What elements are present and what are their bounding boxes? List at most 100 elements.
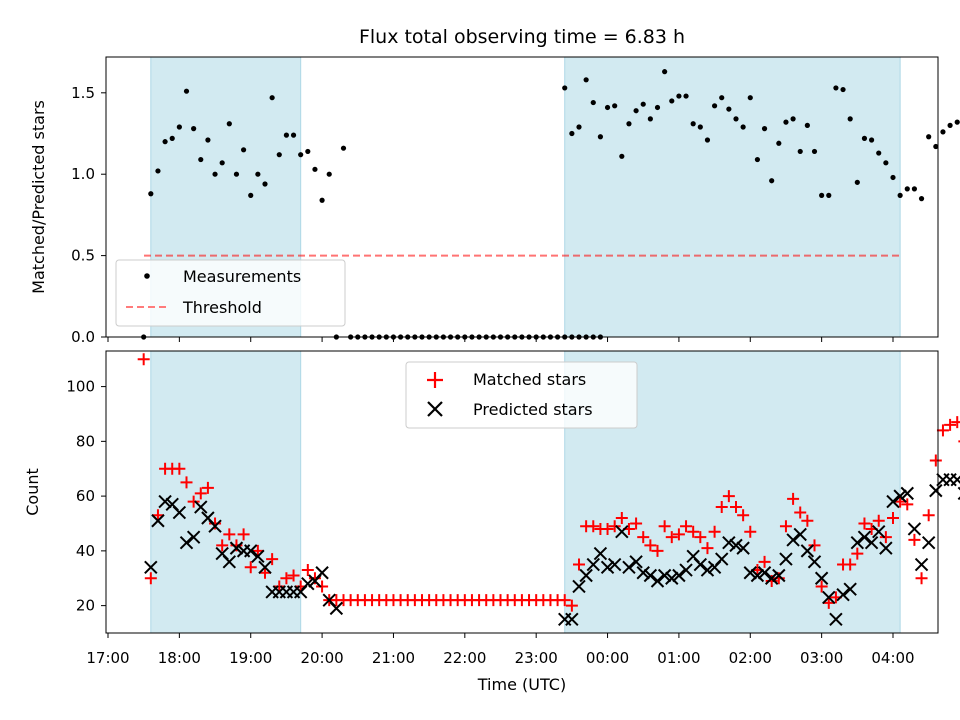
predicted-point <box>643 568 658 583</box>
matched-point <box>944 418 957 431</box>
matched-point <box>915 572 928 585</box>
measurement-point <box>590 99 596 106</box>
measurement-point <box>298 152 304 158</box>
matched-point <box>637 531 650 544</box>
measurement-point <box>219 160 225 166</box>
matched-point <box>701 542 714 555</box>
measurement-point <box>868 137 875 143</box>
measurement-point <box>248 192 254 198</box>
predicted-point <box>907 522 922 536</box>
predicted-point <box>158 494 172 509</box>
measurement-point <box>840 86 846 93</box>
measurement-point <box>233 171 240 177</box>
predicted-point <box>229 541 244 555</box>
predicted-point <box>251 549 265 564</box>
predicted-point <box>301 577 315 591</box>
measurement-point <box>312 166 318 172</box>
matched-point <box>216 539 229 552</box>
bottom-panel: 20 40 60 80 100 17:00 18:00 19:00 20:00 21:00 22:… <box>23 350 960 694</box>
measurement-point <box>640 101 646 107</box>
predicted-point <box>750 568 765 583</box>
measurement-point <box>697 124 703 130</box>
y-tick-label: 80 <box>76 432 95 450</box>
predicted-point <box>814 571 829 585</box>
measurement-point <box>269 95 275 101</box>
measurement-point <box>148 191 154 197</box>
measurement-point <box>904 186 910 192</box>
y-tick-label: 20 <box>76 597 95 615</box>
predicted-point <box>144 560 158 574</box>
predicted-point <box>729 538 743 553</box>
measurement-point <box>290 132 297 138</box>
predicted-point <box>679 563 693 577</box>
matched-point <box>251 544 264 557</box>
top-shaded-regions <box>150 56 901 338</box>
bottom-y-axis-label: Count <box>23 468 42 516</box>
measurement-point <box>183 88 190 94</box>
predicted-point <box>843 582 857 596</box>
matched-point <box>744 525 757 538</box>
measurement-point <box>162 139 168 145</box>
matched-point <box>936 424 949 437</box>
matched-point <box>808 539 821 552</box>
legend-measurements-label: Measurements <box>183 267 301 286</box>
measurement-point <box>854 179 860 185</box>
predicted-point <box>822 590 836 605</box>
matched-point <box>273 580 286 593</box>
measurement-point <box>305 148 311 155</box>
matched-point <box>658 520 671 533</box>
y-tick-label: 100 <box>66 378 95 396</box>
matched-point <box>794 506 807 519</box>
x-tick-label: 02:00 <box>729 649 772 667</box>
predicted-point <box>622 560 636 574</box>
y-tick-label: 0.5 <box>71 247 95 265</box>
matched-point <box>787 492 800 505</box>
matched-point <box>194 487 207 500</box>
matched-point <box>266 553 279 566</box>
measurement-point <box>212 171 218 177</box>
predicted-point <box>807 555 822 569</box>
measurement-point <box>647 116 653 122</box>
predicted-point <box>893 489 907 503</box>
measurement-point <box>683 93 689 99</box>
predicted-point <box>836 587 850 602</box>
predicted-point <box>593 546 608 561</box>
top-legend-box <box>115 259 346 327</box>
bottom-y-ticks: 20 40 60 80 100 <box>66 378 106 615</box>
predicted-point <box>950 472 960 487</box>
matched-point <box>851 547 864 560</box>
bottom-axes-frame <box>105 350 939 634</box>
measurement-point <box>783 119 789 125</box>
measurement-point <box>826 192 832 198</box>
matched-point <box>894 495 907 508</box>
measurement-point <box>562 85 568 91</box>
measurement-point <box>191 126 197 132</box>
matched-point <box>737 509 750 522</box>
matched-point <box>173 462 186 475</box>
matched-point <box>280 572 293 585</box>
top-legend: Measurements Threshold <box>115 259 346 327</box>
matched-point <box>644 539 657 552</box>
matched-point <box>308 572 321 585</box>
matched-point <box>587 520 600 533</box>
measurement-point <box>776 140 782 146</box>
measurement-point <box>626 121 632 127</box>
top-panel: 0.0 0.5 1.0 1.5 Matched/Predicted stars Mea… <box>29 56 960 346</box>
matched-point <box>822 596 835 609</box>
predicted-point <box>829 612 843 627</box>
matched-point <box>715 501 728 514</box>
predicted-point <box>693 557 708 572</box>
predicted-point <box>872 524 886 539</box>
measurement-point <box>619 153 625 159</box>
matched-point <box>137 353 150 366</box>
measurement-point <box>633 108 639 114</box>
legend-matched-marker <box>427 372 443 388</box>
measurement-point <box>597 134 604 140</box>
predicted-point <box>329 601 344 616</box>
matched-point <box>815 580 828 593</box>
matched-point <box>665 531 678 544</box>
measurement-point <box>747 95 753 101</box>
measurement-point <box>883 160 889 166</box>
measurement-point <box>918 196 925 202</box>
